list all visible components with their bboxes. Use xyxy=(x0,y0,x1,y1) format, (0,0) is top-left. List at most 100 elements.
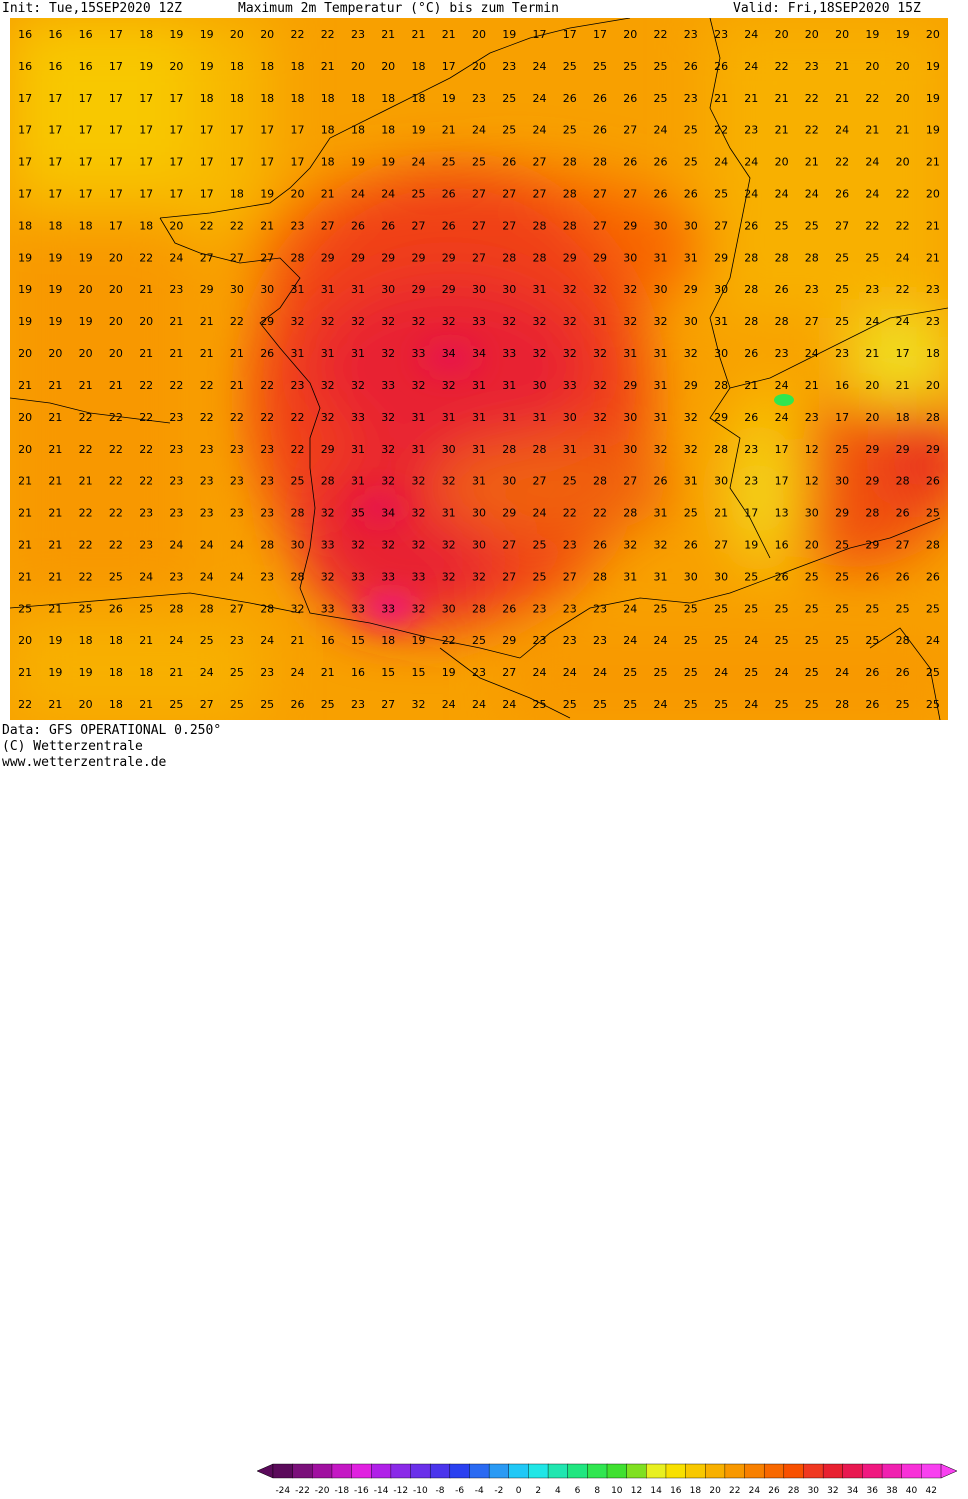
temperature-value: 30 xyxy=(684,570,698,583)
temperature-value: 25 xyxy=(79,602,93,615)
temperature-value: 21 xyxy=(48,698,62,711)
temperature-value: 30 xyxy=(835,475,849,488)
temperature-value: 20 xyxy=(865,379,879,392)
legend-swatch xyxy=(862,1463,883,1479)
temperature-value: 26 xyxy=(502,602,516,615)
legend-swatch xyxy=(547,1463,569,1479)
temperature-value: 21 xyxy=(865,124,879,137)
temperature-value: 19 xyxy=(926,60,940,73)
temperature-value: 20 xyxy=(775,28,789,41)
temperature-value: 21 xyxy=(48,379,62,392)
temperature-value: 23 xyxy=(169,475,183,488)
temperature-value: 23 xyxy=(805,411,819,424)
temperature-value: 17 xyxy=(775,475,789,488)
temperature-value: 33 xyxy=(563,379,577,392)
temperature-value: 25 xyxy=(593,60,607,73)
legend-label: 12 xyxy=(631,1486,642,1496)
temperature-value: 17 xyxy=(109,92,123,105)
temperature-value: 28 xyxy=(563,188,577,201)
temperature-value: 21 xyxy=(926,251,940,264)
legend-swatch xyxy=(528,1463,549,1479)
temperature-value: 17 xyxy=(109,188,123,201)
temperature-value: 32 xyxy=(381,347,395,360)
temperature-value: 24 xyxy=(865,188,879,201)
temperature-value: 32 xyxy=(381,443,395,456)
temperature-value: 28 xyxy=(169,602,183,615)
temperature-value: 23 xyxy=(472,92,486,105)
temperature-value: 22 xyxy=(775,60,789,73)
temperature-value: 24 xyxy=(835,124,849,137)
temperature-value: 27 xyxy=(502,666,516,679)
temperature-value: 24 xyxy=(381,188,395,201)
temperature-value: 27 xyxy=(472,188,486,201)
temperature-value: 21 xyxy=(926,219,940,232)
temperature-value: 17 xyxy=(169,92,183,105)
temperature-value: 21 xyxy=(79,475,93,488)
temperature-value: 18 xyxy=(351,92,365,105)
temperature-value: 28 xyxy=(563,219,577,232)
temperature-value: 17 xyxy=(139,188,153,201)
temperature-value: 21 xyxy=(321,188,335,201)
temperature-value: 24 xyxy=(533,666,547,679)
legend-label: 24 xyxy=(749,1486,761,1496)
temperature-value: 27 xyxy=(714,219,728,232)
temperature-value: 26 xyxy=(351,219,365,232)
temperature-value: 20 xyxy=(896,92,910,105)
temperature-value: 17 xyxy=(291,156,305,169)
temperature-value: 27 xyxy=(805,315,819,328)
temperature-value: 18 xyxy=(412,92,426,105)
legend-swatch xyxy=(705,1463,726,1479)
temperature-value: 17 xyxy=(109,156,123,169)
temperature-value: 25 xyxy=(654,602,668,615)
temperature-value: 32 xyxy=(351,379,365,392)
temperature-value: 29 xyxy=(351,251,365,264)
valid-time: Valid: Fri,18SEP2020 15Z xyxy=(733,1,921,16)
temperature-value: 26 xyxy=(684,60,698,73)
temperature-value: 28 xyxy=(472,602,486,615)
temperature-value: 32 xyxy=(321,411,335,424)
temperature-value: 22 xyxy=(18,698,32,711)
temperature-value: 22 xyxy=(260,379,274,392)
green-patch xyxy=(774,394,794,406)
temperature-value: 32 xyxy=(442,475,456,488)
temperature-value: 24 xyxy=(472,124,486,137)
temperature-value: 30 xyxy=(472,507,486,520)
temperature-value: 26 xyxy=(381,219,395,232)
legend-label: 26 xyxy=(768,1486,780,1496)
legend-swatch xyxy=(488,1463,510,1479)
temperature-value: 18 xyxy=(412,60,426,73)
temperature-value: 21 xyxy=(200,315,214,328)
temperature-value: 21 xyxy=(865,347,879,360)
temperature-value: 29 xyxy=(502,507,516,520)
temperature-value: 22 xyxy=(79,443,93,456)
temperature-value: 21 xyxy=(139,634,153,647)
temperature-value: 25 xyxy=(502,124,516,137)
temperature-value: 27 xyxy=(623,188,637,201)
temperature-value: 26 xyxy=(926,475,940,488)
temperature-value: 26 xyxy=(744,219,758,232)
temperature-value: 28 xyxy=(321,475,335,488)
temperature-value: 28 xyxy=(926,411,940,424)
temperature-value: 20 xyxy=(926,28,940,41)
temperature-value: 21 xyxy=(18,539,32,552)
temperature-value: 18 xyxy=(291,92,305,105)
temperature-value: 27 xyxy=(623,475,637,488)
temperature-value: 30 xyxy=(442,602,456,615)
temperature-value: 24 xyxy=(412,156,426,169)
temperature-value: 24 xyxy=(200,539,214,552)
temperature-value: 17 xyxy=(79,156,93,169)
temperature-value: 24 xyxy=(593,666,607,679)
temperature-value: 17 xyxy=(139,124,153,137)
temperature-value: 25 xyxy=(412,188,426,201)
temperature-value: 21 xyxy=(744,379,758,392)
temperature-value: 18 xyxy=(109,634,123,647)
temperature-value: 23 xyxy=(351,28,365,41)
temperature-value: 28 xyxy=(291,570,305,583)
temperature-value: 24 xyxy=(169,251,183,264)
temperature-value: 17 xyxy=(139,92,153,105)
temperature-value: 23 xyxy=(139,507,153,520)
temperature-value: 25 xyxy=(684,156,698,169)
map-title: Maximum 2m Temperatur (°C) bis zum Termi… xyxy=(238,1,559,16)
legend-label: 18 xyxy=(690,1486,702,1496)
temperature-value: 26 xyxy=(775,283,789,296)
